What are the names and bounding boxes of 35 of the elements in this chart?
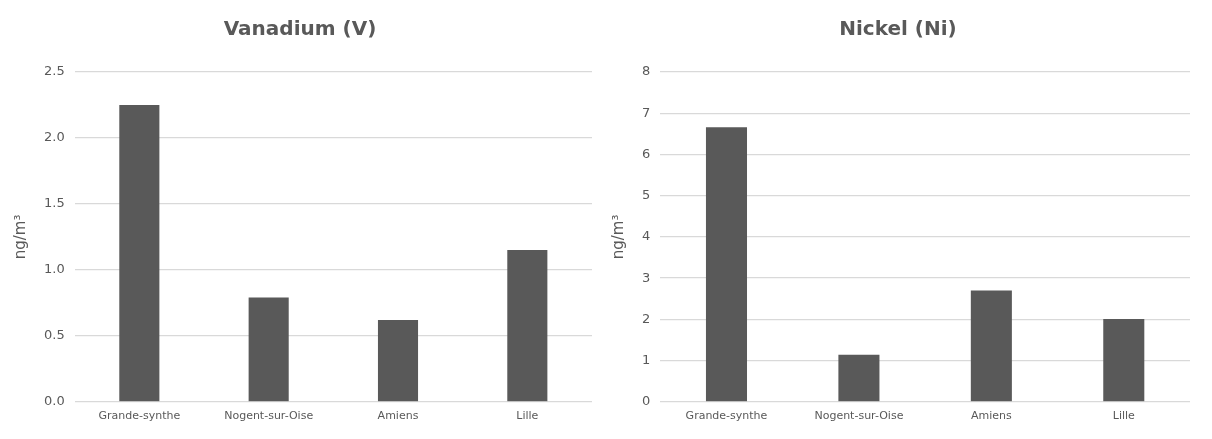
x-tick-label: Grande-synthe bbox=[685, 409, 768, 423]
bar bbox=[507, 250, 548, 402]
x-tick-label: Lille bbox=[1112, 409, 1136, 423]
chart-title: Vanadium (V) bbox=[223, 16, 377, 41]
x-tick-label: Grande-synthe bbox=[98, 409, 181, 423]
x-tick-label: Amiens bbox=[377, 409, 419, 423]
y-tick-label: 0.5 bbox=[43, 327, 65, 343]
y-tick-label: 1 bbox=[641, 351, 651, 367]
y-tick-label: 2 bbox=[641, 310, 651, 326]
chart-title: Nickel (Ni) bbox=[839, 16, 957, 41]
y-tick-label: 3 bbox=[641, 269, 651, 285]
y-tick-label: 1.0 bbox=[43, 261, 65, 277]
bar bbox=[970, 290, 1012, 402]
y-tick-label: 8 bbox=[641, 63, 651, 79]
y-tick-label: 0 bbox=[641, 393, 651, 409]
x-tick-label: Lille bbox=[516, 409, 539, 423]
bar bbox=[838, 354, 880, 402]
y-tick-label: 4 bbox=[641, 228, 651, 244]
y-axis-title: ng/m³ bbox=[608, 214, 627, 260]
x-tick-label: Nogent-sur-Oise bbox=[224, 409, 314, 423]
bar bbox=[1103, 318, 1145, 402]
y-tick-label: 7 bbox=[641, 104, 651, 120]
y-tick-label: 2.0 bbox=[43, 129, 65, 145]
y-tick-label: 6 bbox=[641, 145, 651, 161]
bar bbox=[119, 104, 160, 402]
y-tick-label: 5 bbox=[641, 187, 651, 203]
bar bbox=[377, 320, 419, 402]
x-tick-label: Nogent-sur-Oise bbox=[814, 409, 904, 423]
bar bbox=[705, 127, 748, 402]
x-tick-label: Amiens bbox=[970, 409, 1012, 423]
y-axis-title: ng/m³ bbox=[10, 214, 29, 260]
bar bbox=[248, 297, 289, 402]
y-tick-label: 2.5 bbox=[43, 63, 65, 79]
y-tick-label: 1.5 bbox=[43, 195, 65, 211]
y-tick-label: 0.0 bbox=[43, 393, 65, 409]
